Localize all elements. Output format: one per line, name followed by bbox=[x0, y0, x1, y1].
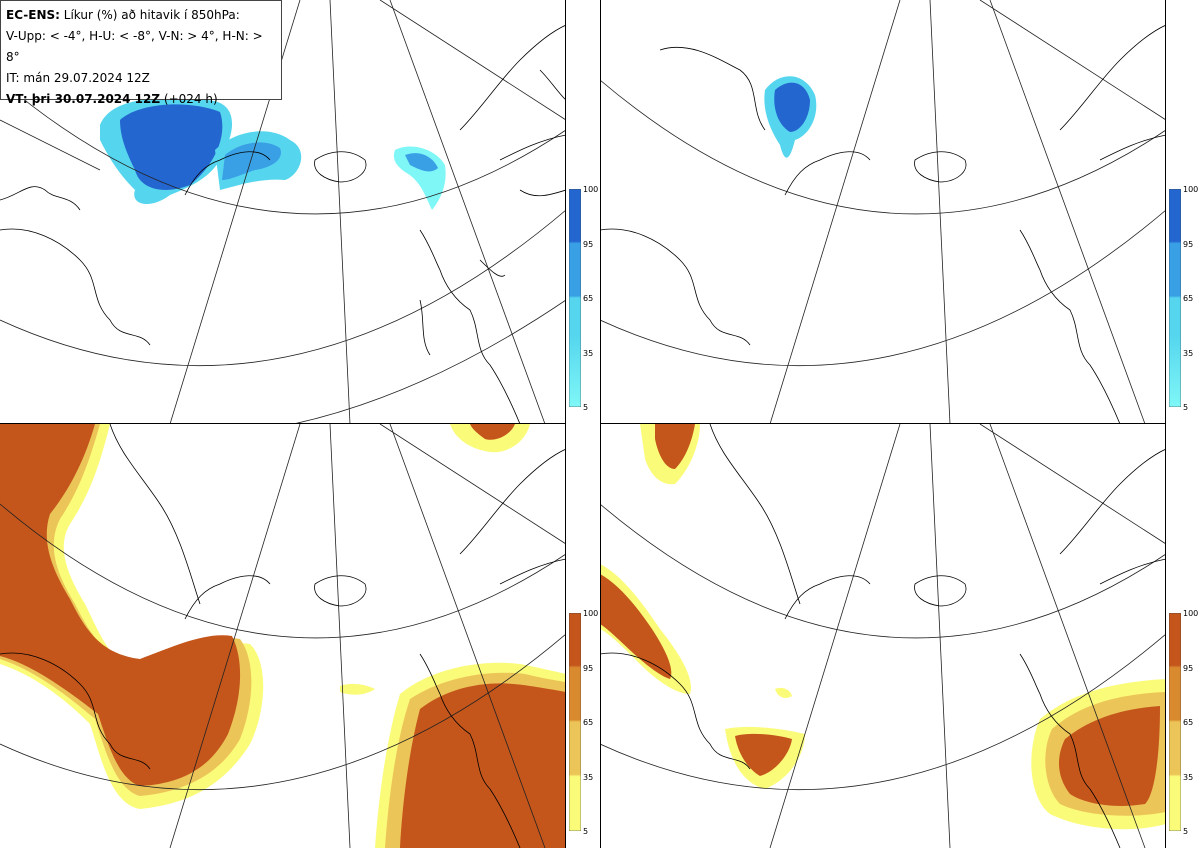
colorbar bbox=[1168, 188, 1182, 411]
map-panel-cold-8: 100 95 65 35 5 bbox=[600, 0, 1198, 424]
colorbar-tick-label: 95 bbox=[583, 240, 594, 249]
colorbar-tick-label: 5 bbox=[1183, 827, 1189, 836]
colorbar-tick-label: 100 bbox=[583, 609, 599, 618]
probability-field-core bbox=[774, 82, 810, 132]
colorbar-tick-label: 65 bbox=[1183, 718, 1194, 727]
panel-divider bbox=[0, 423, 566, 424]
map-canvas bbox=[0, 424, 566, 848]
colorbar bbox=[1168, 612, 1182, 835]
colorbar-tick-label: 100 bbox=[1183, 609, 1199, 618]
colorbar-tick-label: 100 bbox=[1183, 185, 1199, 194]
colorbar bbox=[568, 188, 582, 408]
panel-divider bbox=[1165, 0, 1166, 848]
panel-divider bbox=[565, 0, 566, 848]
map-canvas bbox=[600, 424, 1166, 848]
probability-field-core bbox=[120, 104, 223, 190]
colorbar-tick-label: 35 bbox=[583, 349, 594, 358]
panel-divider bbox=[600, 0, 601, 848]
colorbar-tick-label: 5 bbox=[1183, 403, 1189, 412]
colorbar-tick-label: 65 bbox=[583, 718, 594, 727]
colorbar-gradient bbox=[568, 612, 582, 832]
legend-description: Líkur (%) að hitavik í 850hPa: bbox=[59, 8, 240, 22]
legend-line-2: V-Upp: < -4°, H-U: < -8°, V-N: > 4°, H-N… bbox=[6, 29, 263, 64]
colorbar-tick-label: 100 bbox=[583, 185, 599, 194]
colorbar-tick-label: 35 bbox=[583, 773, 594, 782]
graticule bbox=[600, 424, 1166, 848]
colorbar-tick-label: 5 bbox=[583, 403, 589, 412]
colorbar-tick-label: 95 bbox=[1183, 664, 1194, 673]
colorbar-tick-label: 35 bbox=[1183, 349, 1194, 358]
panel-divider bbox=[600, 423, 1166, 424]
probability-field-core bbox=[470, 424, 515, 440]
coastlines bbox=[0, 424, 566, 848]
probability-field bbox=[405, 153, 438, 172]
colorbar-tick-label: 5 bbox=[583, 827, 589, 836]
probability-field-core bbox=[400, 683, 566, 848]
probability-field bbox=[340, 683, 375, 695]
graticule bbox=[0, 424, 566, 848]
graticule bbox=[0, 0, 566, 424]
legend-line-3: IT: mán 29.07.2024 12Z bbox=[6, 71, 150, 85]
colorbar-gradient bbox=[568, 188, 582, 408]
probability-field bbox=[775, 687, 792, 698]
colorbar bbox=[568, 612, 582, 835]
probability-field-core bbox=[0, 424, 241, 786]
graticule bbox=[600, 0, 1166, 424]
coastlines bbox=[600, 24, 1166, 424]
probability-field-core bbox=[655, 424, 695, 469]
legend-model-name: EC-ENS: bbox=[6, 8, 60, 22]
legend-line-4: VT: þri 30.07.2024 12Z (+024 h) bbox=[6, 89, 276, 110]
colorbar-tick-label: 95 bbox=[583, 664, 594, 673]
probability-field bbox=[222, 142, 281, 180]
probability-field-core bbox=[600, 574, 672, 679]
colorbar-gradient bbox=[1168, 612, 1182, 832]
colorbar-tick-label: 35 bbox=[1183, 773, 1194, 782]
probability-field-core bbox=[735, 733, 792, 776]
colorbar-tick-label: 95 bbox=[1183, 240, 1194, 249]
colorbar-tick-label: 65 bbox=[583, 294, 594, 303]
legend-valid-time: VT: þri 30.07.2024 12Z bbox=[6, 92, 161, 106]
map-panel-warm-8: 100 95 65 35 5 bbox=[600, 424, 1198, 848]
map-canvas bbox=[0, 0, 566, 424]
map-canvas bbox=[600, 0, 1166, 424]
map-panel-warm-4: 100 95 65 35 5 bbox=[0, 424, 598, 848]
colorbar-tick-label: 65 bbox=[1183, 294, 1194, 303]
legend-line-1: EC-ENS: Líkur (%) að hitavik í 850hPa: bbox=[6, 5, 276, 26]
legend-lead-time: (+024 h) bbox=[160, 92, 218, 106]
coastlines bbox=[600, 424, 1166, 848]
coastlines bbox=[0, 24, 566, 424]
colorbar-gradient bbox=[1168, 188, 1182, 408]
forecast-legend: EC-ENS: Líkur (%) að hitavik í 850hPa: V… bbox=[0, 0, 282, 106]
